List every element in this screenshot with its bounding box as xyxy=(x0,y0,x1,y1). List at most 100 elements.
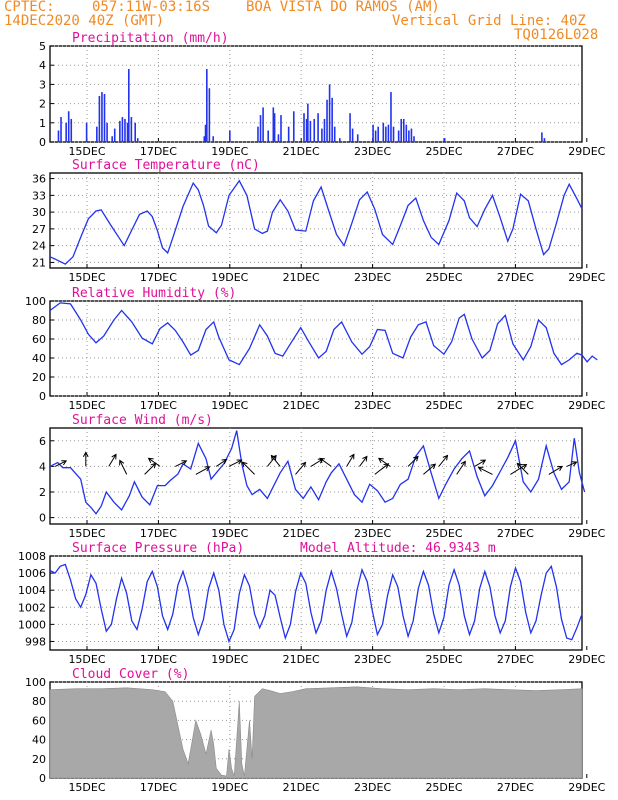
y-tick-label: 1006 xyxy=(18,567,46,580)
pres-line xyxy=(49,563,583,644)
wind-arrow xyxy=(359,455,368,467)
y-tick-label: 100 xyxy=(25,295,46,308)
precip-bar xyxy=(287,126,290,142)
pres-title: Surface Pressure (hPa) xyxy=(72,541,244,556)
precip-bar xyxy=(98,95,101,142)
precip-bar xyxy=(410,128,413,142)
precip-bar xyxy=(272,107,275,142)
precip-bar xyxy=(57,130,60,142)
y-tick-label: 20 xyxy=(32,753,46,766)
precip-bar xyxy=(96,126,98,142)
y-tick-label: 4 xyxy=(39,460,46,473)
y-tick-label: 1 xyxy=(39,117,46,130)
temp-title: Surface Temperature (nC) xyxy=(72,158,260,173)
precip-bar xyxy=(309,120,312,142)
precip-bar xyxy=(280,115,282,142)
y-tick-label: 1004 xyxy=(18,584,46,597)
y-tick-label: 80 xyxy=(32,314,46,327)
wind-title: Surface Wind (m/s) xyxy=(72,413,213,428)
precip-bar xyxy=(126,122,129,142)
precip-bar xyxy=(331,97,333,142)
precip-bar xyxy=(400,118,403,142)
precip-bar xyxy=(351,128,354,142)
precip-bar xyxy=(67,111,70,142)
y-tick-label: 60 xyxy=(32,714,46,727)
x-tick-label: 15DEC xyxy=(68,527,105,540)
wind-arrow xyxy=(510,463,528,475)
wind-arrow xyxy=(374,463,390,475)
precip-bar xyxy=(541,132,543,142)
rh-line xyxy=(49,302,598,366)
y-tick-label: 24 xyxy=(32,240,46,253)
panel-frame xyxy=(49,555,583,651)
wind-arrow xyxy=(295,461,307,475)
wind-arrow xyxy=(54,460,68,467)
x-tick-label: 17DEC xyxy=(140,527,177,540)
precip-title: Precipitation (mm/h) xyxy=(72,31,229,46)
x-tick-label: 19DEC xyxy=(211,653,248,666)
wind-arrow xyxy=(175,460,188,467)
precip-bar xyxy=(134,122,137,142)
header-source: CPTEC: xyxy=(4,0,55,15)
x-tick-label: 23DEC xyxy=(354,527,391,540)
precip-bar xyxy=(333,126,336,142)
x-tick-label: 15DEC xyxy=(68,399,105,412)
precip-bar xyxy=(136,138,139,142)
y-tick-label: 1000 xyxy=(18,618,46,631)
precip-bar xyxy=(392,126,395,142)
y-tick-label: 80 xyxy=(32,695,46,708)
x-tick-label: 21DEC xyxy=(283,781,320,794)
precip-bar xyxy=(277,134,280,142)
y-tick-label: 20 xyxy=(32,371,46,384)
precip-bar xyxy=(257,126,259,142)
x-tick-label: 15DEC xyxy=(68,781,105,794)
precip-bar xyxy=(119,120,121,142)
precip-bar xyxy=(387,124,390,142)
precip-bar xyxy=(349,113,351,142)
x-tick-label: 25DEC xyxy=(425,527,462,540)
y-tick-label: 2 xyxy=(39,486,46,499)
precip-bar xyxy=(124,118,126,142)
x-tick-label: 19DEC xyxy=(211,399,248,412)
precip-bar xyxy=(382,122,385,142)
y-tick-label: 100 xyxy=(25,676,46,689)
x-tick-label: 15DEC xyxy=(68,271,105,284)
y-tick-label: 6 xyxy=(39,435,46,448)
y-tick-label: 40 xyxy=(32,734,46,747)
panel-frame xyxy=(49,45,583,143)
y-tick-label: 1008 xyxy=(18,550,46,563)
y-tick-label: 4 xyxy=(39,59,46,72)
x-tick-label: 21DEC xyxy=(283,399,320,412)
wind-arrow xyxy=(319,457,332,467)
precip-bar xyxy=(408,130,410,142)
x-tick-label: 19DEC xyxy=(211,527,248,540)
y-tick-label: 40 xyxy=(32,352,46,365)
wind-arrow xyxy=(438,454,449,467)
panel-frame xyxy=(49,172,583,269)
wind-arrow xyxy=(456,460,466,475)
precip-bar xyxy=(377,126,379,142)
panel-temp xyxy=(49,172,588,269)
precip-bar xyxy=(303,113,305,142)
temp-line xyxy=(49,179,583,265)
precip-bar xyxy=(60,117,62,142)
precip-bar xyxy=(259,115,262,142)
precip-bar xyxy=(305,118,308,142)
y-tick-label: 60 xyxy=(32,333,46,346)
wind-arrow xyxy=(474,459,487,467)
x-tick-label: 29DEC xyxy=(568,781,605,794)
wind-arrow xyxy=(147,457,161,467)
cloud-title: Cloud Cover (%) xyxy=(72,667,189,682)
wind-arrow xyxy=(228,459,243,467)
precip-bar xyxy=(413,136,415,142)
panel-precip xyxy=(49,45,588,143)
precip-bar xyxy=(208,88,211,142)
precip-bar xyxy=(323,118,326,142)
wind-arrow xyxy=(477,466,493,475)
wind-arrow xyxy=(423,463,437,475)
y-tick-label: 33 xyxy=(32,189,46,202)
x-tick-label: 27DEC xyxy=(497,527,534,540)
wind-arrow xyxy=(346,453,355,467)
precip-bar xyxy=(390,92,392,142)
